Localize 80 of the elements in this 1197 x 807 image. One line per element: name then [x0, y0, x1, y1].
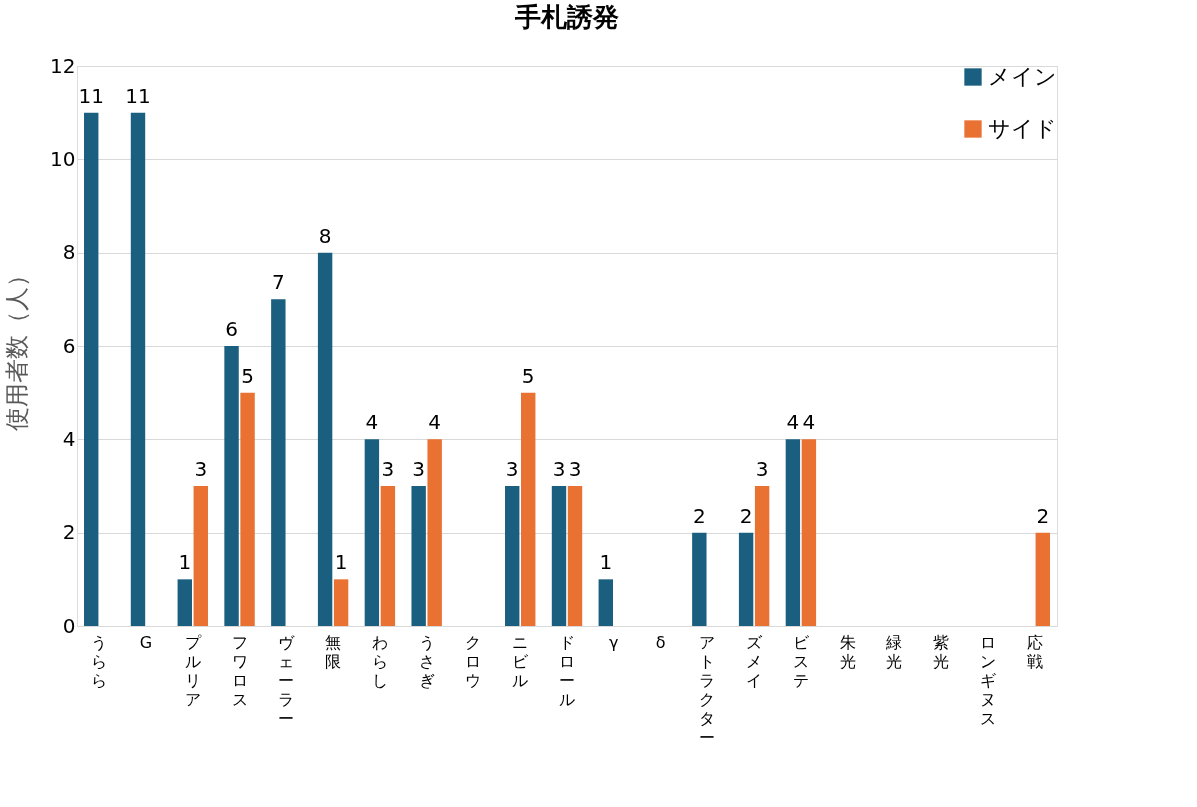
bar — [738, 532, 754, 626]
data-label: 3 — [568, 457, 582, 481]
data-label: 3 — [755, 457, 769, 481]
x-tick-label: γ — [609, 632, 619, 652]
chart-title: 手札誘発 — [514, 2, 619, 32]
x-tick-label: 紫光 — [933, 632, 950, 671]
bar — [130, 112, 146, 626]
bar — [364, 439, 380, 626]
data-label: 2 — [739, 503, 753, 528]
bar — [177, 579, 192, 626]
bar — [551, 486, 567, 626]
y-axis-title: 使用者数（人） — [3, 262, 32, 431]
data-label: 4 — [802, 410, 816, 435]
bar — [521, 392, 536, 626]
data-label: 7 — [271, 270, 285, 295]
x-tick-label: ロンギヌス — [980, 632, 996, 728]
data-label: 2 — [692, 503, 706, 528]
bar — [240, 392, 255, 626]
bar — [224, 346, 239, 626]
x-tick-label: ヴェーラー — [278, 632, 296, 728]
bar — [193, 486, 208, 626]
bar — [692, 532, 707, 626]
x-tick-label: 朱光 — [839, 632, 856, 671]
legend-label: サイド — [988, 116, 1057, 141]
data-label: 3 — [381, 457, 395, 481]
x-tick-label: クロウ — [465, 632, 482, 690]
y-tick-label: 4 — [62, 426, 76, 451]
x-tick-label: 無限 — [325, 632, 342, 671]
bar — [427, 439, 442, 626]
bar — [505, 486, 520, 626]
x-tick-label: アトラクター — [699, 632, 716, 747]
bar — [333, 579, 349, 626]
data-label: 3 — [552, 457, 566, 481]
data-label: 3 — [505, 457, 519, 481]
bar — [84, 112, 99, 626]
x-tick-label: ドロール — [559, 632, 575, 709]
y-tick-label: 8 — [62, 240, 76, 265]
data-label: 5 — [241, 363, 254, 388]
bar — [380, 486, 396, 626]
data-label: 8 — [318, 223, 332, 248]
y-tick-label: 2 — [62, 520, 76, 545]
y-tick-label: 10 — [50, 146, 76, 171]
x-tick-label: ズメイ — [746, 632, 764, 690]
data-label: 1 — [599, 550, 613, 575]
y-tick-label: 0 — [62, 613, 76, 638]
x-tick-label: うらら — [91, 632, 108, 690]
x-tick-label: G — [139, 632, 153, 652]
data-label: 4 — [786, 410, 800, 435]
legend-label: メイン — [988, 64, 1057, 89]
x-tick-label: 緑光 — [885, 632, 903, 671]
x-tick-label: 応戦 — [1026, 632, 1043, 671]
bar — [567, 486, 583, 626]
data-label: 3 — [412, 457, 426, 481]
y-tick-label: 6 — [62, 333, 76, 358]
bar — [754, 486, 770, 626]
data-label: 11 — [125, 83, 151, 108]
data-label: 1 — [178, 550, 192, 575]
bar — [411, 486, 426, 626]
data-label: 1 — [334, 550, 348, 575]
bar — [271, 299, 286, 626]
x-tick-label: プルリア — [184, 632, 202, 709]
data-label: 3 — [194, 457, 208, 481]
x-tick-label: ビステ — [792, 632, 810, 690]
y-tick-label: 12 — [50, 53, 76, 78]
bar — [598, 579, 613, 626]
bar — [317, 252, 333, 626]
x-tick-label: フワロス — [231, 632, 248, 709]
x-tick-label: わらし — [371, 632, 388, 690]
data-label: 4 — [365, 410, 379, 435]
data-label: 11 — [78, 83, 104, 108]
data-label: 2 — [1036, 503, 1050, 528]
data-label: 4 — [428, 410, 442, 435]
x-tick-label: δ — [655, 632, 666, 652]
bar — [801, 439, 817, 626]
x-tick-label: ニビル — [512, 632, 530, 690]
data-label: 6 — [225, 317, 238, 341]
data-label: 5 — [521, 363, 535, 388]
bar — [1035, 532, 1050, 626]
x-tick-label: うさぎ — [418, 632, 435, 690]
bar — [785, 439, 801, 626]
